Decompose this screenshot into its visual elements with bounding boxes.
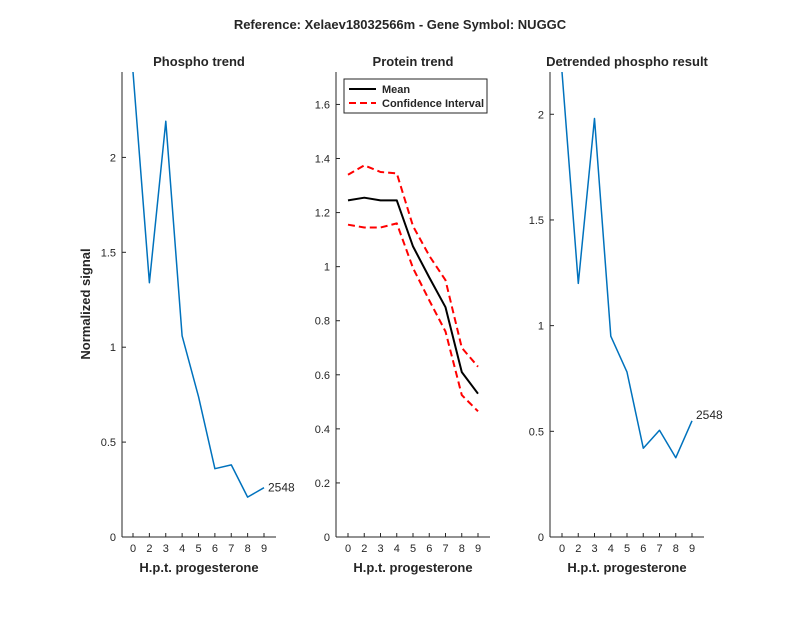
x-tick-label: 3 [163,543,169,555]
detrended-phospho-axes: Detrended phospho result H.p.t. progeste… [529,54,723,575]
x-axis-label: H.p.t. progesterone [353,560,472,575]
y-tick-label: 0.5 [101,437,116,449]
x-tick-label: 6 [640,543,646,555]
y-tick-label: 2 [538,109,544,121]
x-tick-label: 9 [689,543,695,555]
x-tick-label: 5 [410,543,416,555]
axes-title: Phospho trend [153,54,245,69]
x-tick-label: 9 [475,543,481,555]
x-tick-label: 7 [656,543,662,555]
y-tick-label: 1.2 [315,208,330,220]
ci-series-line [347,164,479,368]
x-tick-label: 5 [624,543,630,555]
y-tick-label: 0.5 [529,426,544,438]
x-tick-label: 3 [377,543,383,555]
x-tick-label: 8 [245,543,251,555]
x-tick-label: 9 [261,543,267,555]
x-tick-label: 8 [673,543,679,555]
y-tick-label: 0 [538,532,544,544]
x-tick-label: 6 [212,543,218,555]
y-tick-label: 0 [110,532,116,544]
x-tick-label: 4 [608,543,614,555]
y-tick-label: 1.4 [315,154,330,166]
y-tick-label: 0.8 [315,316,330,328]
x-tick-label: 7 [442,543,448,555]
end-point-label: 2548 [268,481,295,495]
y-axis-label: Normalized signal [78,248,93,359]
y-tick-label: 0.4 [315,424,330,436]
x-tick-label: 0 [130,543,136,555]
y-tick-label: 1 [110,342,116,354]
x-tick-label: 2 [361,543,367,555]
y-tick-label: 1.5 [529,215,544,227]
x-tick-label: 8 [459,543,465,555]
ci-series-line [347,222,479,413]
y-tick-label: 1 [538,321,544,333]
data-series-line [132,71,265,498]
x-tick-label: 5 [195,543,201,555]
data-series-line [561,71,693,459]
y-tick-label: 2 [110,152,116,164]
x-tick-label: 6 [426,543,432,555]
x-tick-label: 2 [575,543,581,555]
y-tick-label: 0.2 [315,478,330,490]
x-tick-label: 0 [345,543,351,555]
y-tick-label: 1.5 [101,247,116,259]
x-tick-label: 7 [228,543,234,555]
y-tick-label: 1 [324,262,330,274]
x-axis-label: H.p.t. progesterone [139,560,258,575]
y-tick-label: 0 [324,532,330,544]
axes-title: Detrended phospho result [546,54,708,69]
legend-box [343,78,488,114]
legend-entry: Confidence Interval [382,98,484,110]
phospho-trend-axes: Phospho trend H.p.t. progesterone Normal… [78,54,295,575]
figure-title: Reference: Xelaev18032566m - Gene Symbol… [234,17,567,32]
x-tick-label: 2 [146,543,152,555]
y-tick-label: 0.6 [315,370,330,382]
y-tick-label: 1.6 [315,99,330,111]
axes-title: Protein trend [373,54,454,69]
x-tick-label: 4 [179,543,185,555]
x-tick-label: 3 [591,543,597,555]
x-axis-label: H.p.t. progesterone [567,560,686,575]
mean-series-line [347,196,479,395]
x-tick-label: 4 [394,543,400,555]
x-tick-label: 0 [559,543,565,555]
end-point-label: 2548 [696,408,723,422]
legend-entry: Mean [382,84,410,96]
